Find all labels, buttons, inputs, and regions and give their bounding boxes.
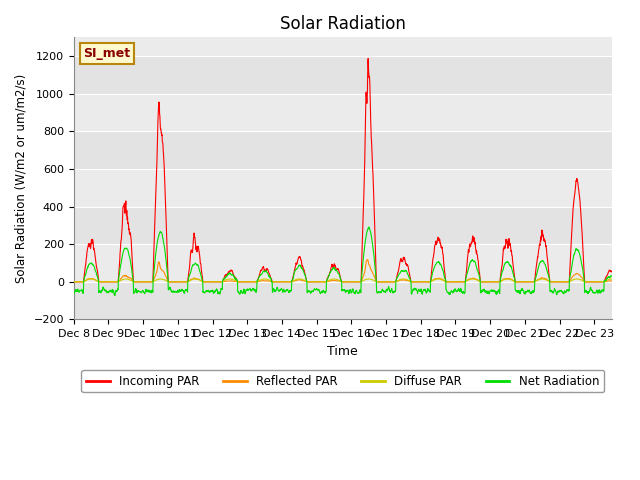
- Text: SI_met: SI_met: [83, 47, 131, 60]
- Y-axis label: Solar Radiation (W/m2 or um/m2/s): Solar Radiation (W/m2 or um/m2/s): [15, 74, 28, 283]
- Bar: [74, 206, 612, 244]
- Bar: [74, 282, 612, 319]
- Title: Solar Radiation: Solar Radiation: [280, 15, 406, 33]
- X-axis label: Time: Time: [327, 345, 358, 358]
- Bar: [74, 56, 612, 94]
- Legend: Incoming PAR, Reflected PAR, Diffuse PAR, Net Radiation: Incoming PAR, Reflected PAR, Diffuse PAR…: [81, 370, 604, 393]
- Bar: [74, 132, 612, 169]
